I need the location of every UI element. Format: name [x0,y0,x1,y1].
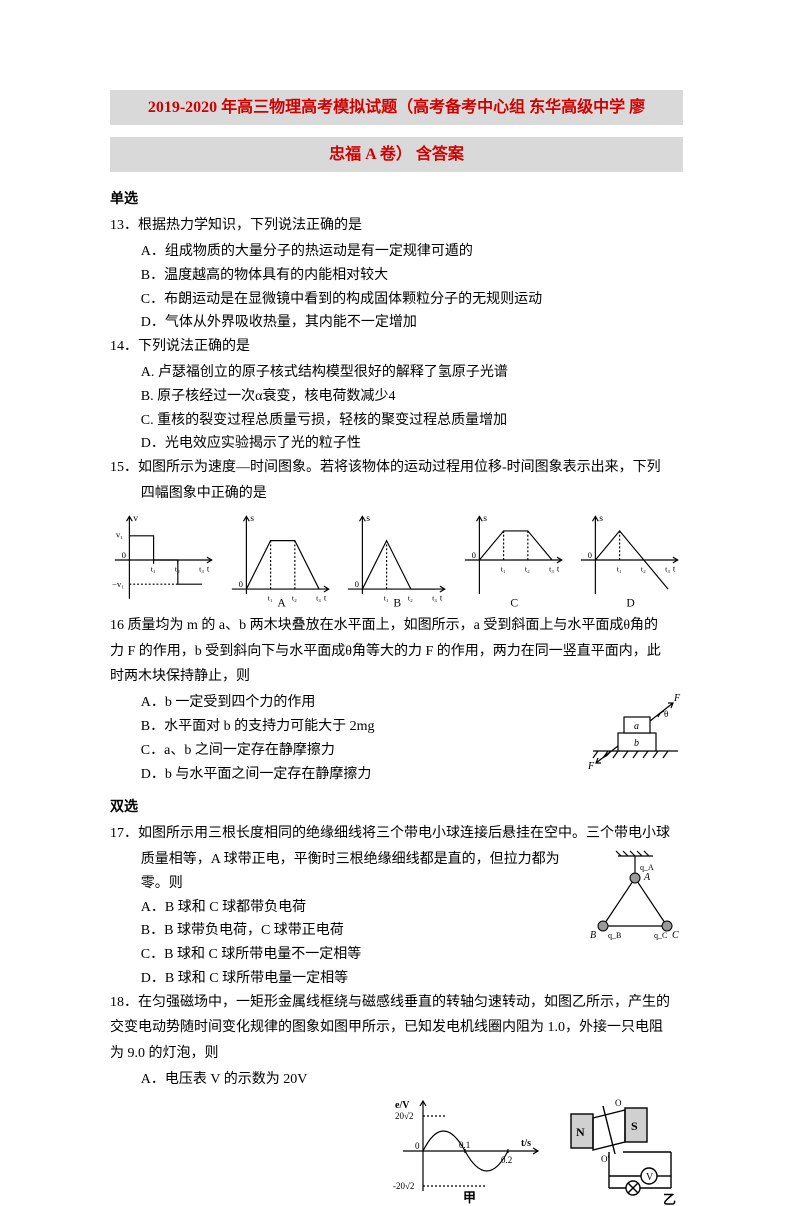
origin-0: 0 [122,550,127,560]
svg-text:s: s [600,513,604,524]
svg-text:t: t [557,563,560,573]
chart-B: s 0 t₁ t₂ t₃ t B [343,510,450,610]
block-b: b [634,738,639,749]
diagram-generator: N S V O O′ 乙 [563,1096,683,1206]
block-a: a [634,721,639,732]
label-D: D [627,596,635,609]
q15-stem2: 四幅图象中正确的是 [110,482,683,506]
qC: q_C [654,931,667,940]
svg-text:0: 0 [238,579,243,589]
svg-text:t₃: t₃ [549,564,554,573]
ytick-max: 20√2 [395,1111,413,1121]
caption-yi: 乙 [663,1192,676,1206]
svg-text:t₃: t₃ [666,564,671,573]
force-F1: F [673,693,681,704]
q16-stem1: 16 质量均为 m 的 a、b 两木块叠放在水平面上，如图所示，a 受到斜面上与… [110,614,683,638]
chart-vt: v v₁ −v₁ 0 t₁ t₂ t₃ t [110,510,217,610]
axis-v: v [133,513,138,524]
svg-text:t: t [673,563,676,573]
page-title-line1: 2019-2020 年高三物理高考模拟试题（高考备考中心组 东华高级中学 廖 [110,90,683,125]
section-double: 双选 [110,796,683,820]
q13-optB: B．温度越高的物体具有的内能相对较大 [110,264,683,288]
q18-stem2: 交变电动势随时间变化规律的图象如图甲所示，已知发电机线圈内阻为 1.0，外接一只… [110,1016,683,1040]
svg-text:t₂: t₂ [525,564,530,573]
q17-stem1: 17．如图所示用三根长度相同的绝缘细线将三个带电小球连接后悬挂在空中。三个带电小… [110,822,683,846]
exam-page: 2019-2020 年高三物理高考模拟试题（高考备考中心组 东华高级中学 廖 忠… [0,0,793,1122]
label-C: C [510,596,518,609]
label-B: B [394,596,402,609]
q13-stem: 13．根据热力学知识，下列说法正确的是 [110,214,683,238]
xtick-1: 0.1 [459,1140,470,1150]
q13-optD: D．气体从外界吸收热量，其内能不一定增加 [110,311,683,335]
tick-t1: t₁ [151,564,156,573]
axis-t: t [207,563,210,573]
svg-text:0: 0 [355,579,360,589]
svg-text:0: 0 [588,550,593,560]
svg-text:t₃: t₃ [432,593,437,602]
axis-s: s [250,513,254,524]
svg-text:0: 0 [471,550,476,560]
q13-optC: C．布朗运动是在显微镜中看到的构成固体颗粒分子的无规则运动 [110,288,683,312]
q13-optA: A．组成物质的大量分子的热运动是有一定规律可遁的 [110,240,683,264]
tick-t3: t₃ [199,564,204,573]
node-B: B [590,930,596,941]
q18-stem3: 为 9.0 的灯泡，则 [110,1042,683,1066]
pole-S: S [631,1119,638,1133]
qB: q_B [608,931,621,940]
svg-text:t₂: t₂ [408,593,413,602]
label-A: A [277,596,286,609]
svg-text:s: s [366,513,370,524]
q14-optB: B. 原子核经过一次α衰变，核电荷数减少4 [110,385,683,409]
q14-optD: D．光电效应实验揭示了光的粒子性 [110,432,683,456]
svg-text:t₁: t₁ [617,564,622,573]
q17-optC: C．B 球和 C 球所带电量不一定相等 [110,943,683,967]
axis-ts: t/s [521,1138,531,1149]
chart-sine: e/V 20√2 -20√2 0 0.1 0.2 t/s 甲 [393,1096,543,1206]
svg-text:t₂: t₂ [641,564,646,573]
voltmeter: V [646,1172,654,1183]
q16-figure: a b F F θ [588,691,683,771]
svg-text:s: s [483,513,487,524]
chart-A: s 0 t₁ t₂ t₃ t A [227,510,334,610]
q16-stem3: 时两木块保持静止，则 [110,665,683,689]
q14-optC: C. 重核的裂变过程总质量亏损，轻核的聚变过程总质量增加 [110,409,683,433]
force-F2: F [588,761,595,771]
q14-stem: 14．下列说法正确的是 [110,335,683,359]
svg-text:t₂: t₂ [292,593,297,602]
q18-figures: e/V 20√2 -20√2 0 0.1 0.2 t/s 甲 [110,1096,683,1206]
axis-Op: O′ [601,1154,609,1164]
axis-eV: e/V [395,1100,410,1111]
q18-optA: A．电压表 V 的示数为 20V [110,1068,683,1092]
q17-optD: D．B 球和 C 球所带电量一定相等 [110,967,683,991]
q15-figures: v v₁ −v₁ 0 t₁ t₂ t₃ t s 0 t₁ t₂ t₃ t A [110,510,683,610]
qA: q_A [640,863,654,872]
tick-t2: t₂ [175,564,180,573]
q16-stem2: 力 F 的作用，b 受到斜向下与水平面成θ角等大的力 F 的作用，两力在同一竖直… [110,640,683,664]
chart-D: s 0 t₁ t₂ t₃ t D [576,510,683,610]
svg-text:t₃: t₃ [316,593,321,602]
node-C: C [672,930,679,941]
caption-jia: 甲 [463,1190,476,1205]
theta-1: θ [664,709,668,719]
svg-text:t: t [440,592,443,602]
q14-optA: A. 卢瑟福创立的原子核式结构模型很好的解释了氢原子光谱 [110,361,683,385]
xtick-2: 0.2 [501,1155,512,1165]
axis-mv1: −v₁ [112,579,124,589]
svg-text:t₁: t₁ [267,593,272,602]
node-A: A [643,872,651,883]
q15-stem1: 15．如图所示为速度—时间图象。若将该物体的运动过程用位移-时间图象表示出来，下… [110,456,683,480]
q17-figure: A B C q_A q_B q_C [588,848,683,943]
page-title-line2: 忠福 A 卷） 含答案 [110,137,683,172]
svg-text:t₁: t₁ [384,593,389,602]
svg-text:0: 0 [415,1141,420,1151]
axis-O: O [615,1098,622,1108]
section-single: 单选 [110,188,683,212]
svg-text:t₁: t₁ [500,564,505,573]
pole-N: N [576,1125,585,1139]
chart-C: s 0 t₁ t₂ t₃ t C [460,510,567,610]
ytick-min: -20√2 [393,1181,414,1191]
axis-v1: v₁ [116,529,123,539]
q18-stem1: 18．在匀强磁场中，一矩形金属线框绕与磁感线垂直的转轴匀速转动，如图乙所示，产生… [110,991,683,1015]
svg-text:t: t [324,592,327,602]
